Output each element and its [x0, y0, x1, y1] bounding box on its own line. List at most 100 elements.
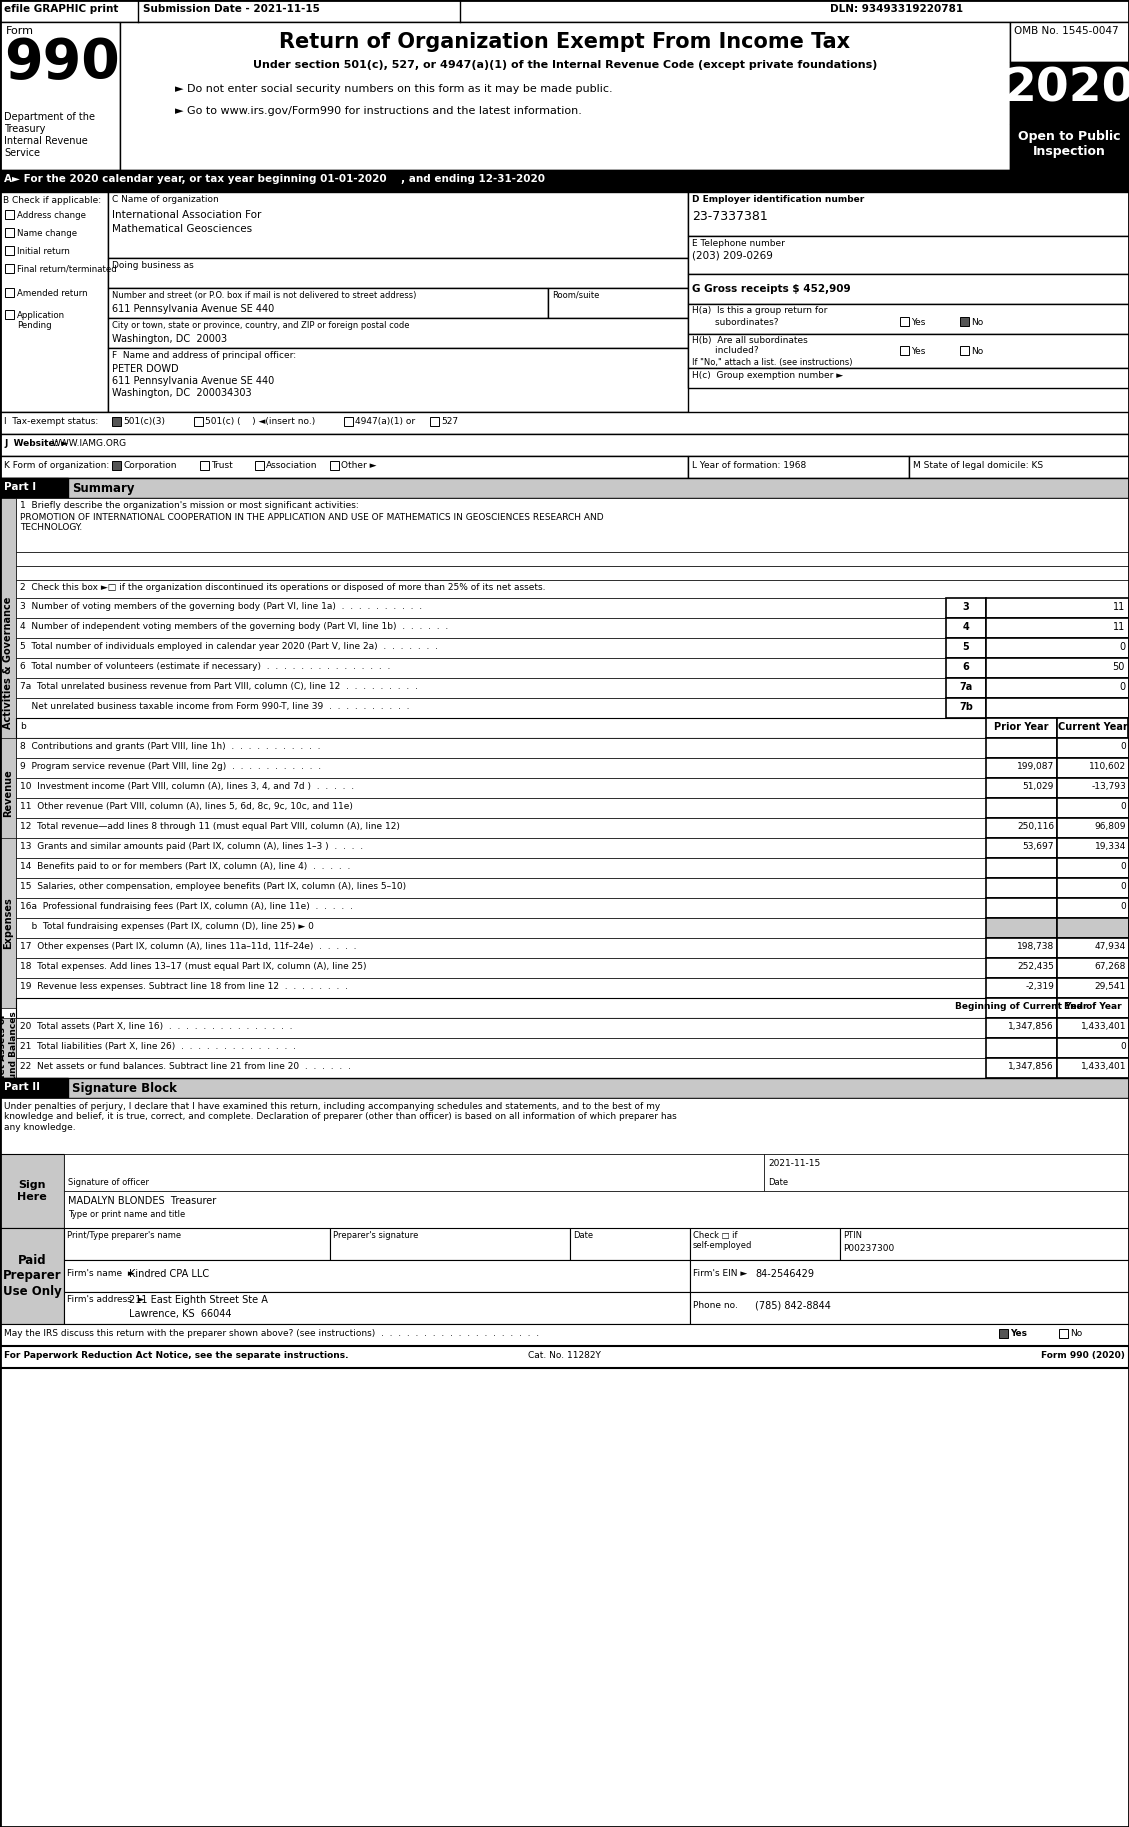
- Text: 18  Total expenses. Add lines 13–17 (must equal Part IX, column (A), line 25): 18 Total expenses. Add lines 13–17 (must…: [20, 963, 367, 970]
- Bar: [0, 457, 688, 479]
- Bar: [16, 658, 946, 678]
- Text: Signature of officer: Signature of officer: [68, 1178, 149, 1188]
- Text: 19  Revenue less expenses. Subtract line 18 from line 12  .  .  .  .  .  .  .  .: 19 Revenue less expenses. Subtract line …: [20, 981, 348, 990]
- Text: 7a  Total unrelated business revenue from Part VIII, column (C), line 12  .  .  : 7a Total unrelated business revenue from…: [20, 681, 418, 691]
- Text: 0: 0: [1120, 862, 1126, 871]
- Text: 53,697: 53,697: [1023, 842, 1054, 851]
- Text: 0: 0: [1120, 742, 1126, 751]
- Text: ► Do not enter social security numbers on this form as it may be made public.: ► Do not enter social security numbers o…: [175, 84, 613, 93]
- Bar: [112, 417, 121, 426]
- Text: 1,433,401: 1,433,401: [1080, 1061, 1126, 1071]
- Text: 0: 0: [1120, 1041, 1126, 1051]
- Text: 4  Number of independent voting members of the governing body (Part VI, line 1b): 4 Number of independent voting members o…: [20, 621, 448, 630]
- Text: B Check if applicable:: B Check if applicable:: [3, 195, 102, 205]
- Text: No: No: [971, 318, 983, 327]
- Bar: [960, 318, 969, 325]
- Bar: [946, 618, 986, 638]
- Bar: [0, 1018, 16, 1078]
- Bar: [1057, 859, 1129, 879]
- Bar: [194, 417, 203, 426]
- Text: 14  Benefits paid to or for members (Part IX, column (A), line 4)  .  .  .  .  .: 14 Benefits paid to or for members (Part…: [20, 862, 350, 871]
- Bar: [5, 247, 14, 256]
- Bar: [0, 1325, 1129, 1346]
- Text: included?: included?: [692, 345, 759, 354]
- Text: International Association For: International Association For: [112, 210, 262, 219]
- Bar: [946, 678, 986, 698]
- Text: b: b: [20, 722, 26, 731]
- Bar: [16, 718, 986, 738]
- Bar: [0, 413, 1129, 435]
- Text: 19,334: 19,334: [1095, 842, 1126, 851]
- Bar: [1010, 124, 1129, 170]
- Text: Sign
Here: Sign Here: [17, 1180, 47, 1202]
- Bar: [16, 552, 1129, 566]
- Text: Number and street (or P.O. box if mail is not delivered to street address): Number and street (or P.O. box if mail i…: [112, 290, 417, 300]
- Bar: [986, 597, 1129, 618]
- Text: L Year of formation: 1968: L Year of formation: 1968: [692, 460, 806, 470]
- Text: 6: 6: [963, 661, 970, 672]
- Text: Room/suite: Room/suite: [552, 290, 599, 300]
- Text: 23-7337381: 23-7337381: [692, 210, 768, 223]
- Text: 5: 5: [963, 641, 970, 652]
- Text: 6  Total number of volunteers (estimate if necessary)  .  .  .  .  .  .  .  .  .: 6 Total number of volunteers (estimate i…: [20, 661, 391, 671]
- Bar: [1057, 879, 1129, 899]
- Text: G Gross receipts $ 452,909: G Gross receipts $ 452,909: [692, 283, 850, 294]
- Text: 1,347,856: 1,347,856: [1008, 1021, 1054, 1030]
- Bar: [688, 192, 1129, 236]
- Bar: [16, 638, 946, 658]
- Bar: [570, 1228, 690, 1261]
- Text: -2,319: -2,319: [1025, 981, 1054, 990]
- Text: Washington, DC  200034303: Washington, DC 200034303: [112, 387, 252, 398]
- Text: 2020: 2020: [1004, 66, 1129, 111]
- Text: H(a)  Is this a group return for: H(a) Is this a group return for: [692, 305, 828, 314]
- Text: Activities & Governance: Activities & Governance: [3, 597, 14, 729]
- Text: PTIN: PTIN: [843, 1231, 863, 1241]
- Text: 252,435: 252,435: [1017, 963, 1054, 970]
- Bar: [986, 678, 1129, 698]
- Text: (785) 842-8844: (785) 842-8844: [755, 1301, 831, 1312]
- Bar: [16, 917, 986, 937]
- Text: 4: 4: [963, 621, 970, 632]
- Text: 12  Total revenue—add lines 8 through 11 (must equal Part VIII, column (A), line: 12 Total revenue—add lines 8 through 11 …: [20, 822, 400, 831]
- Bar: [16, 579, 1129, 597]
- Bar: [330, 1228, 570, 1261]
- Bar: [986, 998, 1057, 1018]
- Text: 0: 0: [1120, 903, 1126, 912]
- Text: MADALYN BLONDES  Treasurer: MADALYN BLONDES Treasurer: [68, 1197, 217, 1206]
- Bar: [999, 1328, 1008, 1337]
- Bar: [16, 1058, 986, 1078]
- Text: 2  Check this box ►□ if the organization discontinued its operations or disposed: 2 Check this box ►□ if the organization …: [20, 583, 545, 592]
- Bar: [688, 457, 909, 479]
- Bar: [0, 22, 120, 170]
- Text: D Employer identification number: D Employer identification number: [692, 195, 865, 205]
- Text: Address change: Address change: [17, 210, 86, 219]
- Text: 8  Contributions and grants (Part VIII, line 1h)  .  .  .  .  .  .  .  .  .  .  : 8 Contributions and grants (Part VIII, l…: [20, 742, 321, 751]
- Text: E Telephone number: E Telephone number: [692, 239, 785, 248]
- Bar: [548, 289, 688, 318]
- Bar: [1057, 899, 1129, 917]
- Bar: [0, 738, 16, 848]
- Bar: [16, 738, 986, 758]
- Text: Submission Date - 2021-11-15: Submission Date - 2021-11-15: [143, 4, 320, 15]
- Text: 17  Other expenses (Part IX, column (A), lines 11a–11d, 11f–24e)  .  .  .  .  .: 17 Other expenses (Part IX, column (A), …: [20, 943, 357, 952]
- Text: Kindred CPA LLC: Kindred CPA LLC: [129, 1270, 209, 1279]
- Text: 211 East Eighth Street Ste A: 211 East Eighth Street Ste A: [129, 1295, 268, 1304]
- Bar: [986, 738, 1057, 758]
- Text: 611 Pennsylvania Avenue SE 440: 611 Pennsylvania Avenue SE 440: [112, 303, 274, 314]
- Text: 50: 50: [1112, 661, 1124, 672]
- Bar: [16, 1038, 986, 1058]
- Bar: [108, 347, 688, 413]
- Text: Prior Year: Prior Year: [995, 722, 1049, 733]
- Bar: [108, 318, 688, 347]
- Text: 198,738: 198,738: [1017, 943, 1054, 952]
- Text: 11: 11: [1113, 621, 1124, 632]
- Text: PETER DOWD: PETER DOWD: [112, 364, 178, 375]
- Text: M State of legal domicile: KS: M State of legal domicile: KS: [913, 460, 1043, 470]
- Bar: [16, 879, 986, 899]
- Bar: [16, 899, 986, 917]
- Bar: [986, 778, 1057, 798]
- Bar: [1057, 718, 1128, 738]
- Text: Net Assets or
Fund Balances: Net Assets or Fund Balances: [0, 1010, 18, 1085]
- Bar: [690, 1292, 1129, 1325]
- Bar: [986, 698, 1129, 718]
